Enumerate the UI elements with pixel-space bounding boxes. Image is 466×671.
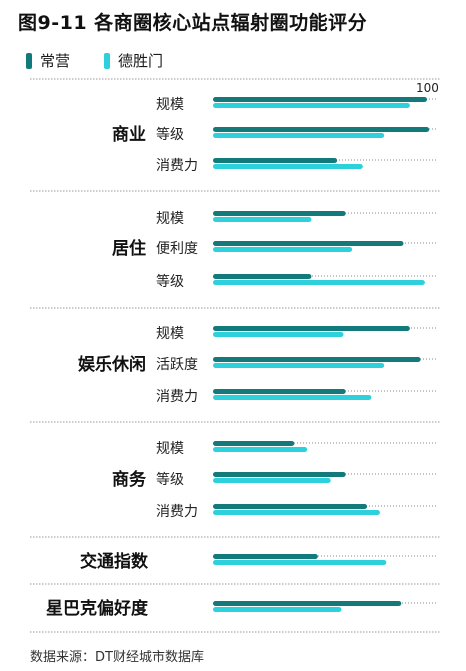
- bar-changying: [213, 274, 312, 279]
- bar-changying: [213, 326, 410, 331]
- legend-label-changying: 常营: [40, 52, 71, 70]
- bar-changying: [213, 97, 427, 102]
- item-label: 等级: [156, 471, 184, 488]
- bar-changying: [213, 158, 338, 163]
- bar-deshengmen: [213, 560, 387, 565]
- group-label: 居住: [112, 238, 146, 259]
- bar-deshengmen: [213, 395, 372, 400]
- group-label: 商业: [112, 124, 146, 145]
- bar-changying: [213, 389, 346, 394]
- bar-changying: [213, 357, 421, 362]
- bar-changying: [213, 441, 295, 446]
- bar-deshengmen: [213, 447, 308, 452]
- item-label: 等级: [156, 126, 184, 143]
- bar-deshengmen: [213, 363, 385, 368]
- bar-deshengmen: [213, 280, 425, 285]
- item-label: 便利度: [156, 241, 198, 257]
- legend-swatch-deshengmen: [104, 52, 111, 69]
- bar-changying: [213, 601, 402, 606]
- bar-deshengmen: [213, 133, 385, 138]
- bar-deshengmen: [213, 332, 344, 337]
- bar-deshengmen: [213, 607, 342, 612]
- item-label: 消费力: [156, 158, 198, 174]
- bar-deshengmen: [213, 478, 331, 483]
- legend: 常营 德胜门: [26, 50, 197, 71]
- chart-title: 图9-11 各商圈核心站点辐射圈功能评分: [18, 12, 368, 34]
- legend-item-changying: 常营: [26, 50, 70, 71]
- bar-changying: [213, 127, 430, 132]
- group-label: 娱乐休闲: [78, 354, 146, 375]
- bar-deshengmen: [213, 164, 363, 169]
- item-label: 规模: [156, 441, 184, 457]
- legend-swatch-changying: [26, 52, 32, 69]
- item-label: 消费力: [156, 389, 198, 405]
- bar-changying: [213, 554, 318, 559]
- bar-deshengmen: [213, 247, 353, 252]
- bar-changying: [213, 241, 404, 246]
- item-label: 规模: [156, 326, 184, 342]
- item-label: 活跃度: [156, 357, 198, 373]
- item-label: 等级: [156, 273, 184, 290]
- bar-deshengmen: [213, 510, 380, 515]
- group-label: 交通指数: [80, 551, 149, 572]
- bar-deshengmen: [213, 217, 312, 222]
- group-label: 商务: [112, 469, 147, 490]
- group-label: 星巴克偏好度: [46, 598, 149, 619]
- bar-changying: [213, 504, 368, 509]
- source-note: 数据来源：DT财经城市数据库: [30, 650, 204, 665]
- item-label: 消费力: [156, 504, 198, 520]
- item-label: 规模: [156, 211, 184, 227]
- legend-item-deshengmen: 德胜门: [104, 50, 163, 71]
- bar-changying: [213, 472, 346, 477]
- bar-deshengmen: [213, 103, 410, 108]
- item-label: 规模: [156, 97, 184, 113]
- legend-label-deshengmen: 德胜门: [118, 52, 164, 70]
- bar-changying: [213, 211, 346, 216]
- axis-max-tick-label: 100: [416, 81, 439, 95]
